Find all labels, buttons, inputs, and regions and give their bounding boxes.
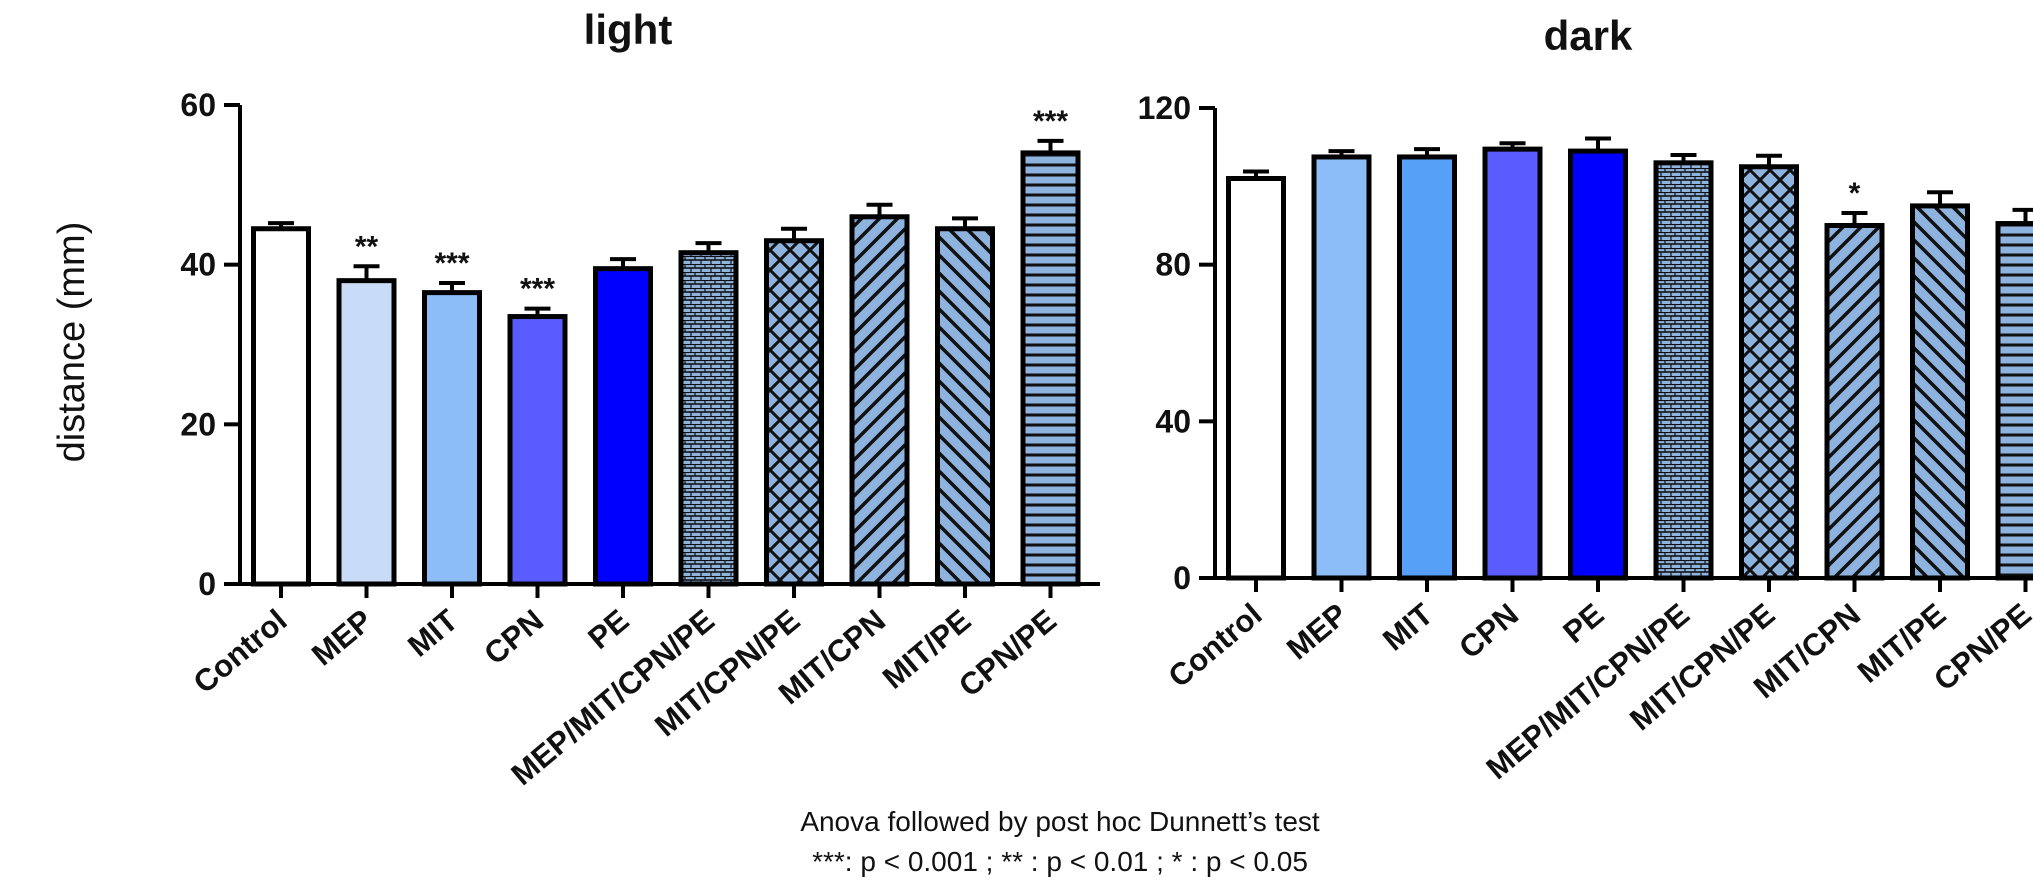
category-label: MIT	[401, 603, 464, 664]
category-label: MEP	[305, 603, 379, 673]
bar	[764, 238, 824, 587]
category-label: CPN/PE	[952, 603, 1063, 704]
y-tick-label: 120	[1138, 90, 1191, 126]
category-label: PE	[1556, 597, 1610, 650]
bar	[507, 314, 568, 587]
bar	[1910, 203, 1970, 581]
bar	[935, 226, 995, 587]
category-label: MEP	[1280, 597, 1354, 667]
bar	[251, 226, 311, 587]
bar	[849, 214, 910, 587]
bar	[1824, 223, 1885, 581]
bar	[1995, 221, 2033, 581]
right-chart-title: dark	[1544, 12, 1633, 59]
category-label: PE	[581, 603, 635, 656]
bar	[1482, 146, 1543, 581]
significance-marker: ***	[520, 273, 555, 306]
bar	[1397, 154, 1457, 581]
y-tick-label: 40	[1155, 403, 1191, 439]
y-tick-label: 0	[1173, 560, 1191, 596]
bar	[1739, 164, 1799, 581]
category-label: CPN	[477, 603, 550, 672]
bar	[1568, 148, 1628, 581]
category-label: Control	[1162, 597, 1269, 695]
significance-marker: **	[355, 230, 379, 263]
left-chart-title: light	[584, 6, 673, 53]
bar	[1311, 154, 1372, 581]
bar	[336, 278, 397, 587]
bar	[1020, 150, 1081, 587]
bar	[678, 250, 739, 587]
bar	[1653, 160, 1714, 581]
bar	[593, 266, 653, 587]
category-label: Control	[187, 603, 294, 701]
category-label: CPN	[1452, 597, 1525, 666]
category-label: MIT	[1376, 597, 1439, 658]
y-tick-label: 80	[1155, 247, 1191, 283]
bar	[422, 290, 482, 587]
y-tick-label: 60	[180, 87, 216, 123]
significance-marker: *	[1849, 177, 1861, 210]
y-axis-label: distance (mm)	[51, 222, 93, 463]
footnote-line-1: Anova followed by post hoc Dunnett’s tes…	[800, 806, 1320, 837]
significance-marker: ***	[434, 247, 469, 280]
footnote-line-2: ***: p < 0.001 ; ** : p < 0.01 ; * : p <…	[812, 846, 1308, 877]
bar	[1226, 176, 1286, 581]
y-tick-label: 0	[198, 566, 216, 602]
category-label: CPN/PE	[1927, 597, 2033, 698]
y-tick-label: 20	[180, 406, 216, 442]
significance-marker: ***	[1033, 105, 1068, 138]
y-tick-label: 40	[180, 247, 216, 283]
